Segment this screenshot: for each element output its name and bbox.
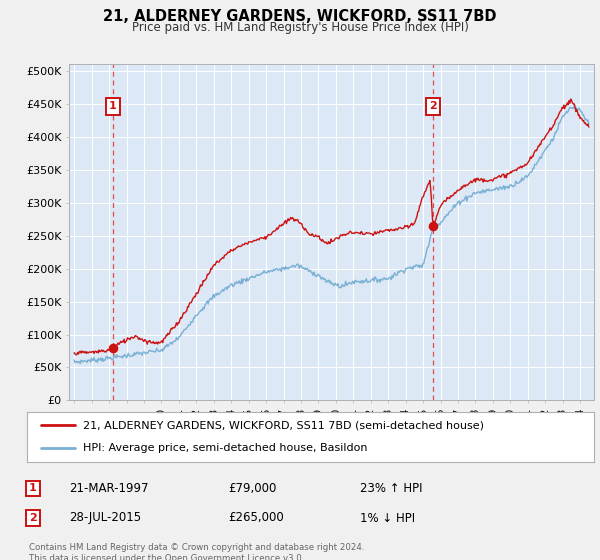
Text: 1: 1: [29, 483, 37, 493]
Point: [428, 221, 438, 230]
Text: Price paid vs. HM Land Registry's House Price Index (HPI): Price paid vs. HM Land Registry's House …: [131, 21, 469, 34]
Text: HPI: Average price, semi-detached house, Basildon: HPI: Average price, semi-detached house,…: [83, 444, 367, 454]
Text: 1: 1: [109, 101, 117, 111]
Text: 21, ALDERNEY GARDENS, WICKFORD, SS11 7BD: 21, ALDERNEY GARDENS, WICKFORD, SS11 7BD: [103, 9, 497, 24]
Text: 1% ↓ HPI: 1% ↓ HPI: [360, 511, 415, 525]
Text: 21, ALDERNEY GARDENS, WICKFORD, SS11 7BD (semi-detached house): 21, ALDERNEY GARDENS, WICKFORD, SS11 7BD…: [83, 420, 484, 430]
Text: 21-MAR-1997: 21-MAR-1997: [69, 482, 149, 495]
Text: £265,000: £265,000: [228, 511, 284, 525]
Text: 2: 2: [429, 101, 437, 111]
Text: 2: 2: [29, 513, 37, 523]
Point: [108, 344, 118, 353]
Text: 28-JUL-2015: 28-JUL-2015: [69, 511, 141, 525]
Text: £79,000: £79,000: [228, 482, 277, 495]
Text: Contains HM Land Registry data © Crown copyright and database right 2024.
This d: Contains HM Land Registry data © Crown c…: [29, 543, 364, 560]
Text: 23% ↑ HPI: 23% ↑ HPI: [360, 482, 422, 495]
